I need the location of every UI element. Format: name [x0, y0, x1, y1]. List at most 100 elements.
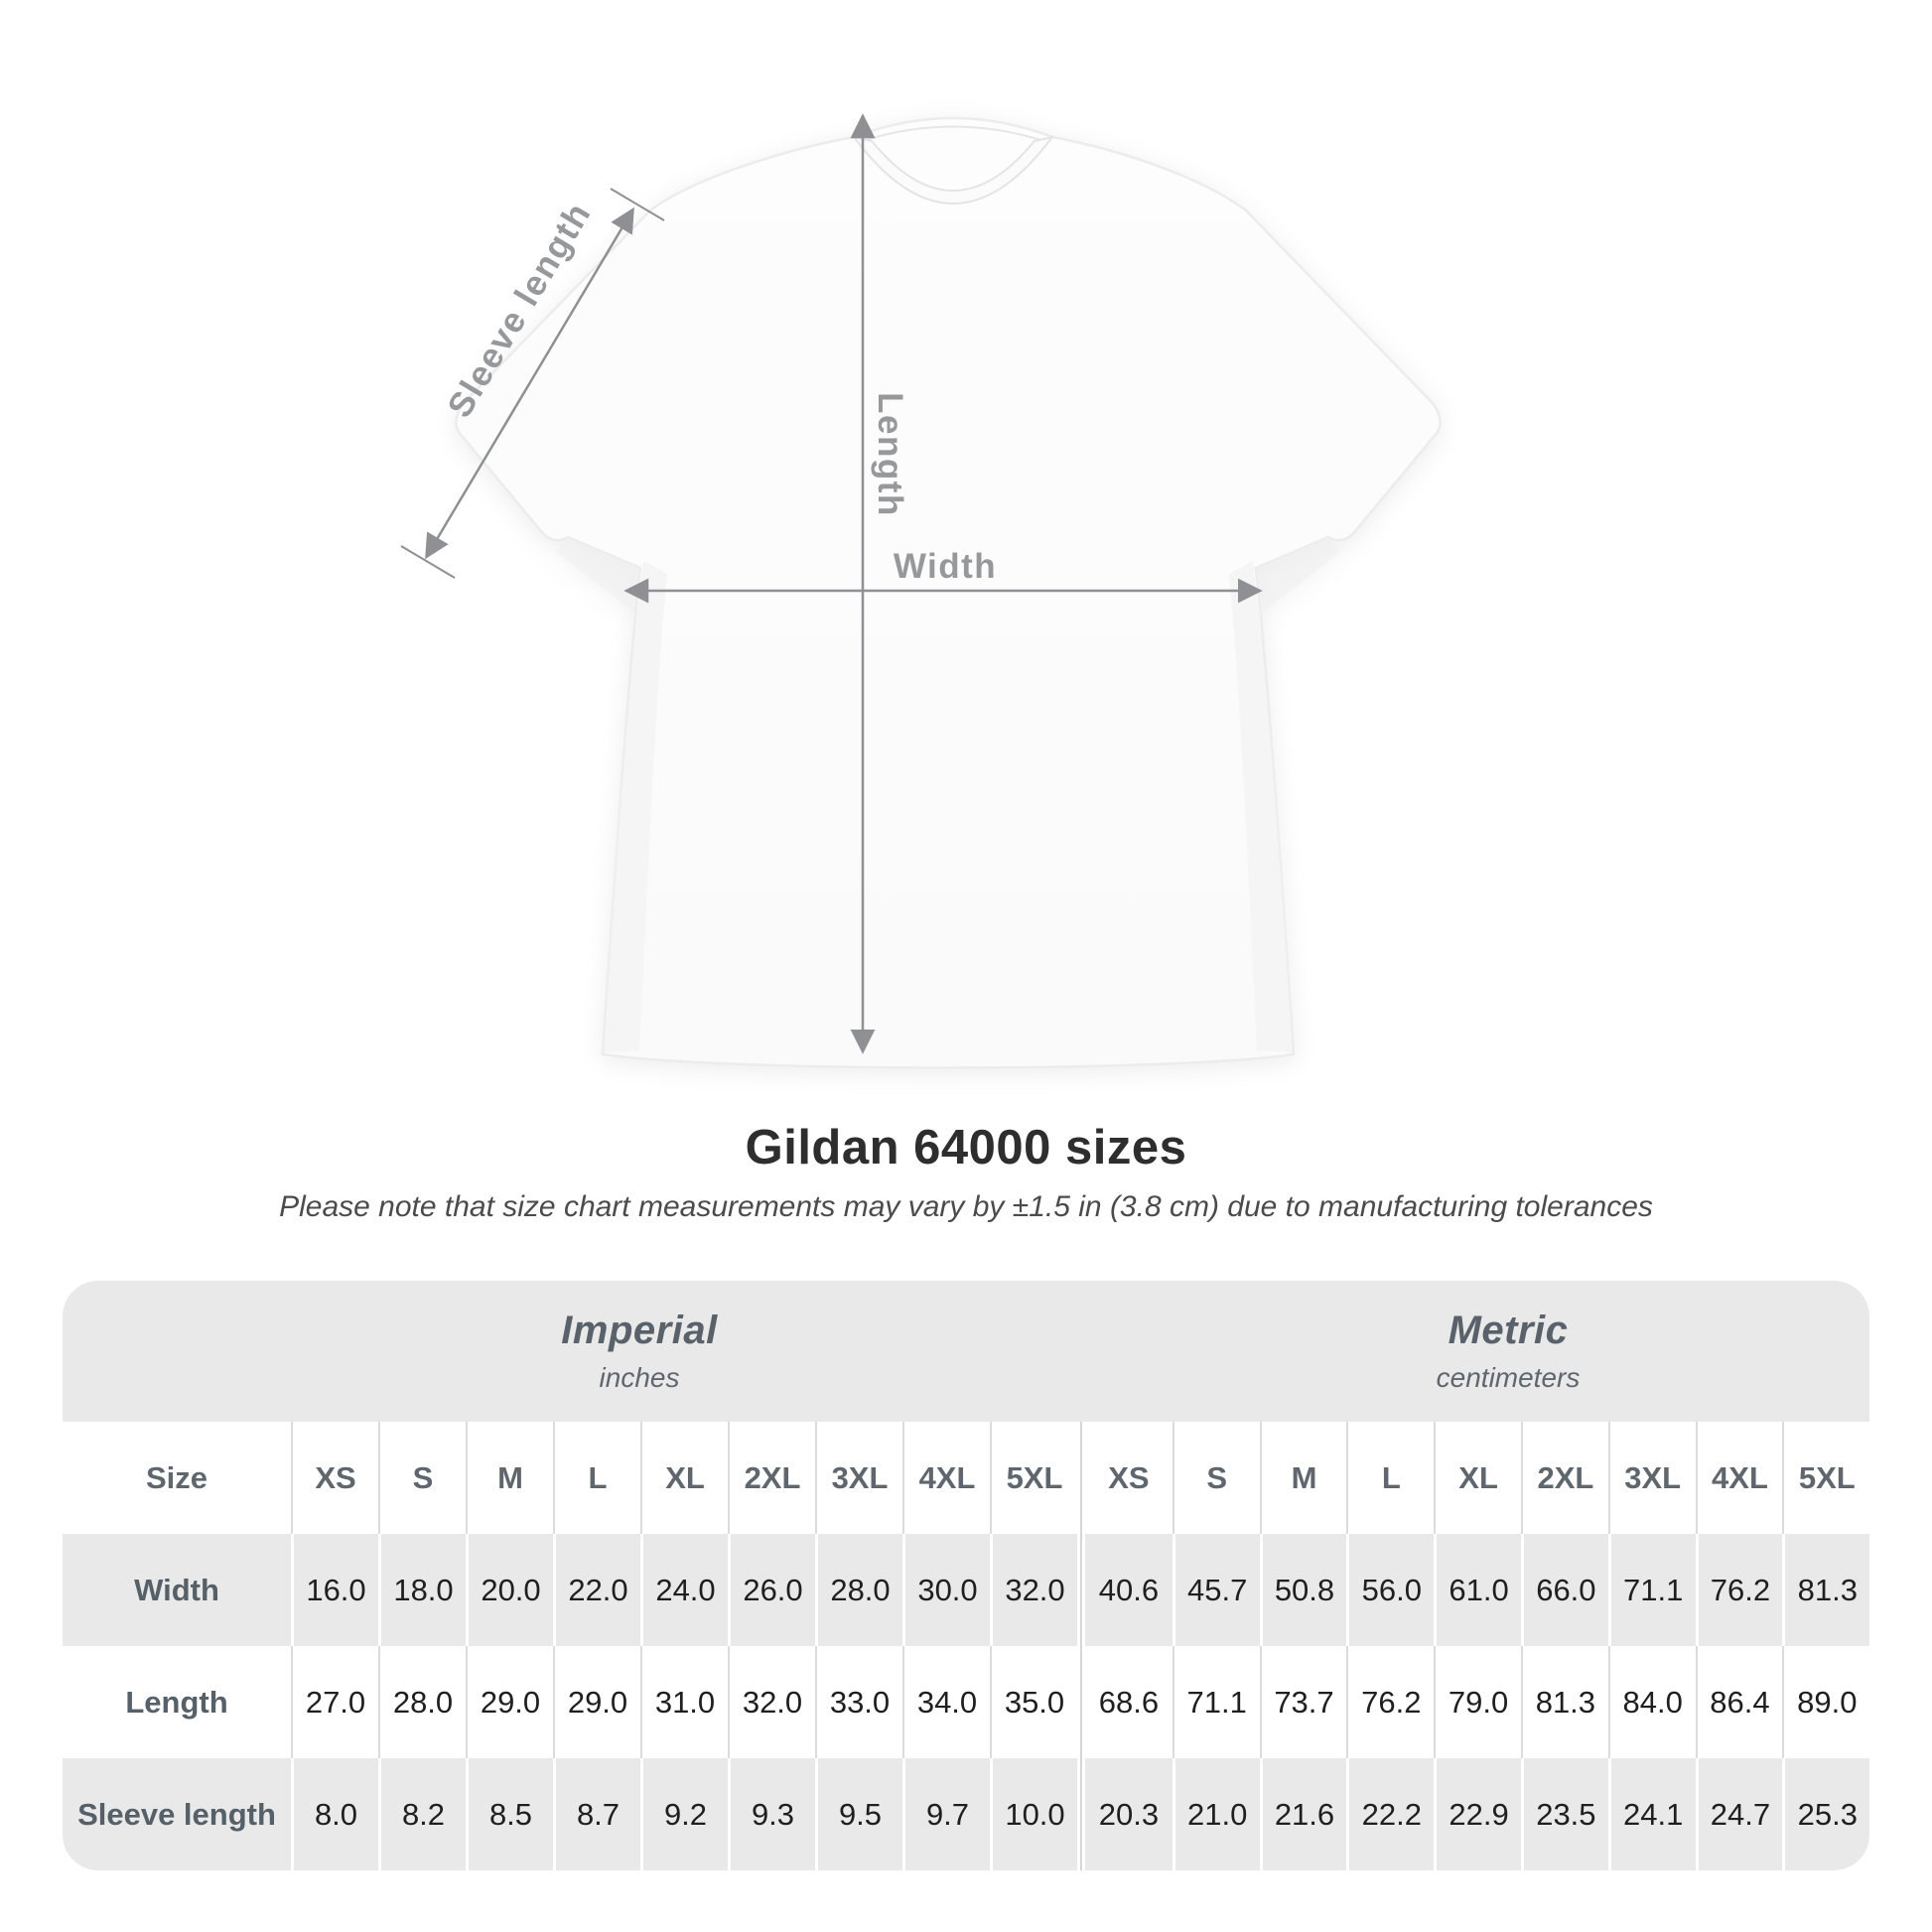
metric-header: Metric centimeters: [1147, 1281, 1869, 1422]
metric-value-cell: 84.0: [1607, 1646, 1696, 1758]
imperial-value-cell: 22.0: [553, 1534, 640, 1646]
size-header-imperial: 4XL: [902, 1422, 990, 1534]
metric-value-cell: 71.1: [1172, 1646, 1260, 1758]
size-header-metric: S: [1172, 1422, 1260, 1534]
metric-value-cell: 23.5: [1520, 1758, 1608, 1870]
metric-value-cell: 73.7: [1259, 1646, 1347, 1758]
shading-right: [1229, 561, 1293, 1052]
metric-value-cell: 76.2: [1346, 1646, 1435, 1758]
metric-value-cell: 68.6: [1085, 1646, 1173, 1758]
imperial-value-cell: 29.0: [553, 1646, 640, 1758]
metric-value-cell: 71.1: [1607, 1534, 1696, 1646]
metric-value-cell: 45.7: [1172, 1534, 1260, 1646]
metric-value-cell: 81.3: [1520, 1646, 1608, 1758]
sleeve-arrow-tick-bottom: [400, 545, 456, 579]
metric-value-cell: 21.0: [1172, 1758, 1260, 1870]
imperial-value-cell: 8.0: [291, 1758, 378, 1870]
page-title: Gildan 64000 sizes: [745, 1121, 1187, 1174]
imperial-value-cell: 28.0: [815, 1534, 902, 1646]
row-label: Width: [63, 1534, 291, 1646]
imperial-value-cell: 9.3: [728, 1758, 815, 1870]
metric-value-cell: 86.4: [1695, 1646, 1783, 1758]
metric-value-cell: 20.3: [1085, 1758, 1173, 1870]
imperial-value-cell: 8.5: [466, 1758, 553, 1870]
imperial-value-cell: 28.0: [378, 1646, 466, 1758]
row-label: Length: [63, 1646, 291, 1758]
metric-value-cell: 81.3: [1782, 1534, 1870, 1646]
imperial-value-cell: 26.0: [728, 1534, 815, 1646]
size-column-header: Size: [63, 1422, 291, 1534]
metric-value-cell: 25.3: [1782, 1758, 1870, 1870]
sleeve-arrow-tick-top: [610, 188, 665, 221]
size-header-metric: M: [1259, 1422, 1347, 1534]
imperial-value-cell: 34.0: [902, 1646, 990, 1758]
collar-rib: [851, 135, 1055, 205]
size-header-imperial: XL: [640, 1422, 728, 1534]
size-header-imperial: XS: [291, 1422, 378, 1534]
metric-value-cell: 61.0: [1434, 1534, 1521, 1646]
imperial-value-cell: 32.0: [728, 1646, 815, 1758]
imperial-value-cell: 32.0: [990, 1534, 1077, 1646]
dimension-lines: [400, 113, 1263, 1054]
imperial-value-cell: 10.0: [990, 1758, 1077, 1870]
shading-left: [604, 561, 667, 1052]
column-divider: [1077, 1758, 1085, 1870]
imperial-value-cell: 33.0: [815, 1646, 902, 1758]
size-header-imperial: M: [466, 1422, 553, 1534]
metric-value-cell: 21.6: [1259, 1758, 1347, 1870]
metric-sublabel: centimeters: [1436, 1362, 1581, 1393]
size-header-metric: XS: [1085, 1422, 1173, 1534]
metric-value-cell: 79.0: [1434, 1646, 1521, 1758]
metric-value-cell: 76.2: [1695, 1534, 1783, 1646]
row-label: Sleeve length: [63, 1758, 291, 1870]
size-header-metric: 2XL: [1520, 1422, 1608, 1534]
shading-right-sleeve: [1256, 537, 1340, 614]
metric-value-cell: 40.6: [1085, 1534, 1173, 1646]
imperial-value-cell: 31.0: [640, 1646, 728, 1758]
imperial-value-cell: 9.2: [640, 1758, 728, 1870]
imperial-value-cell: 8.2: [378, 1758, 466, 1870]
imperial-value-cell: 35.0: [990, 1646, 1077, 1758]
column-divider: [1077, 1534, 1085, 1646]
column-divider: [1077, 1422, 1085, 1534]
column-divider: [1077, 1646, 1085, 1758]
imperial-value-cell: 16.0: [291, 1534, 378, 1646]
collar-back-band: [865, 125, 1041, 141]
size-header-metric: 5XL: [1782, 1422, 1870, 1534]
imperial-value-cell: 8.7: [553, 1758, 640, 1870]
imperial-value-cell: 30.0: [902, 1534, 990, 1646]
imperial-header: Imperial inches: [63, 1281, 1147, 1422]
metric-value-cell: 22.9: [1434, 1758, 1521, 1870]
imperial-value-cell: 29.0: [466, 1646, 553, 1758]
imperial-value-cell: 24.0: [640, 1534, 728, 1646]
metric-value-cell: 89.0: [1782, 1646, 1870, 1758]
metric-value-cell: 56.0: [1346, 1534, 1435, 1646]
imperial-value-cell: 27.0: [291, 1646, 378, 1758]
size-header-imperial: 5XL: [990, 1422, 1077, 1534]
length-label: Length: [871, 392, 909, 517]
metric-value-cell: 24.7: [1695, 1758, 1783, 1870]
sleeve-length-arrow: [425, 207, 634, 560]
tshirt-diagram: Length Width Sleeve length: [400, 113, 1442, 1069]
metric-value-cell: 50.8: [1259, 1534, 1347, 1646]
size-header-imperial: 2XL: [728, 1422, 815, 1534]
metric-value-cell: 22.2: [1346, 1758, 1435, 1870]
width-label: Width: [894, 547, 997, 586]
metric-value-cell: 24.1: [1607, 1758, 1696, 1870]
size-header-metric: XL: [1434, 1422, 1521, 1534]
size-header-metric: 4XL: [1695, 1422, 1783, 1534]
metric-label: Metric: [1448, 1309, 1569, 1352]
tolerance-note: Please note that size chart measurements…: [279, 1190, 1653, 1223]
size-header-imperial: S: [378, 1422, 466, 1534]
imperial-sublabel: inches: [599, 1362, 680, 1393]
imperial-value-cell: 9.5: [815, 1758, 902, 1870]
size-table: Imperial inches Metric centimeters Size X…: [63, 1281, 1870, 1870]
metric-value-cell: 66.0: [1520, 1534, 1608, 1646]
size-header-metric: L: [1346, 1422, 1435, 1534]
imperial-value-cell: 20.0: [466, 1534, 553, 1646]
size-header-imperial: L: [553, 1422, 640, 1534]
units-band: Imperial inches Metric centimeters: [63, 1281, 1870, 1422]
imperial-value-cell: 18.0: [378, 1534, 466, 1646]
size-header-imperial: 3XL: [815, 1422, 902, 1534]
